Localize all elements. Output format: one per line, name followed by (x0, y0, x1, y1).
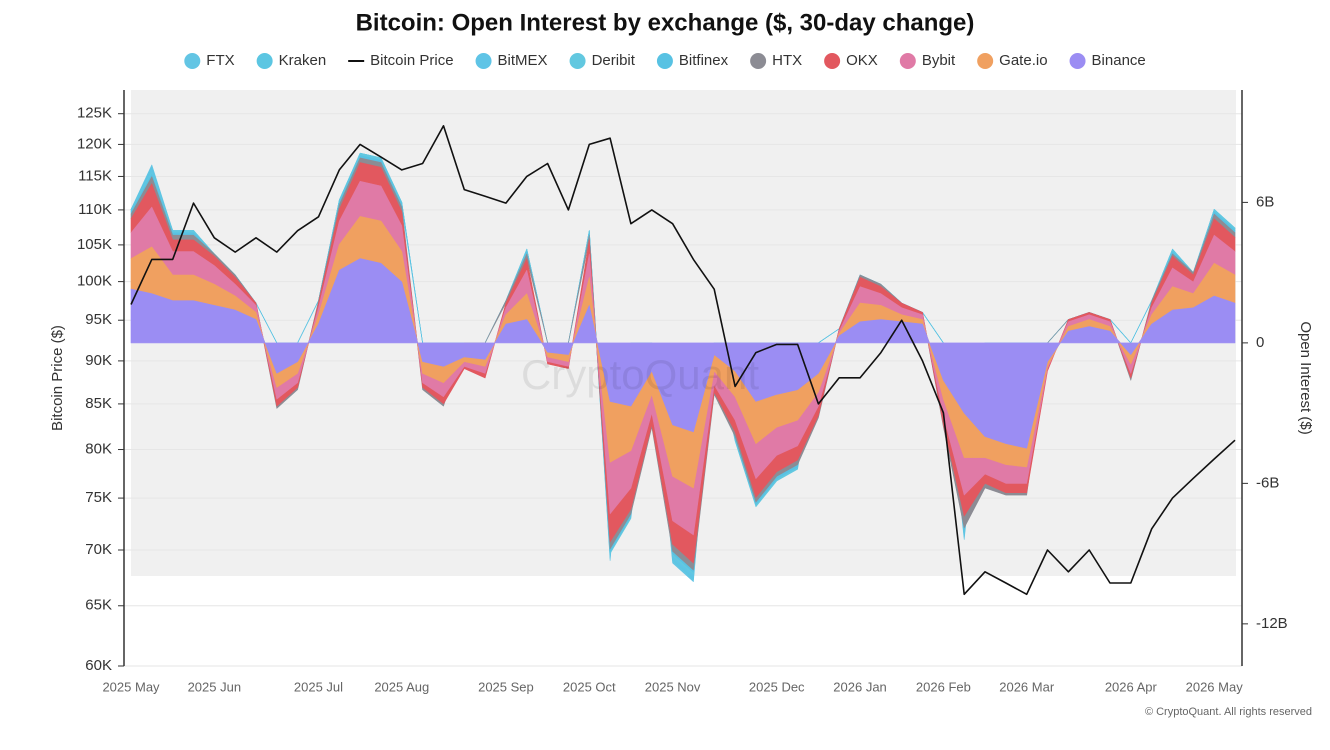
legend-item: FTX (184, 52, 235, 69)
y-axis-title: Bitcoin Price ($) (49, 325, 66, 431)
legend-marker (899, 53, 916, 69)
x-tick-label: 2025 Oct (563, 679, 616, 694)
y-tick-label: 105K (77, 236, 112, 253)
x-tick-label: 2025 Aug (374, 679, 429, 694)
y2-tick-label: -12B (1256, 615, 1288, 632)
y-tick-label: 125K (77, 105, 112, 122)
legend-label: Bitcoin Price (370, 52, 453, 69)
areas (130, 152, 1236, 582)
price-line (130, 125, 1236, 596)
y2-tick-label: 6B (1256, 193, 1274, 210)
chart-title: Bitcoin: Open Interest by exchange ($, 3… (356, 9, 975, 36)
legend-marker (569, 53, 586, 69)
legend-label: Binance (1092, 52, 1146, 69)
x-tick-label: 2025 May (102, 679, 160, 694)
legend-label: HTX (772, 52, 802, 69)
y2-tick-label: -6B (1256, 474, 1279, 491)
y-tick-label: 100K (77, 273, 112, 290)
y-tick-label: 90K (85, 352, 112, 369)
legend-item: HTX (750, 52, 802, 69)
legend-label: Deribit (592, 52, 636, 69)
y-tick-label: 70K (85, 541, 112, 558)
x-tick-label: 2025 Jul (294, 679, 343, 694)
legend-marker (824, 53, 841, 69)
legend-item: Bybit (899, 52, 956, 69)
x-tick-label: 2026 Jan (833, 679, 887, 694)
y-tick-label: 75K (85, 489, 112, 506)
legend-marker (184, 53, 201, 69)
legend-item: OKX (824, 52, 878, 69)
legend-marker (475, 53, 492, 69)
y-tick-label: 120K (77, 135, 112, 152)
x-tick-label: 2026 Apr (1105, 679, 1158, 694)
legend-marker (1069, 53, 1086, 69)
y-tick-label: 115K (78, 167, 112, 184)
legend-item: Binance (1069, 52, 1146, 69)
legend-marker (256, 53, 273, 69)
legend-marker (750, 53, 767, 69)
legend-marker (977, 53, 994, 69)
watermark: CryptoQuant (521, 351, 759, 398)
y-tick-label: 65K (85, 597, 112, 614)
area (130, 258, 1236, 449)
y-tick-label: 60K (85, 657, 112, 674)
y-tick-label: 110K (78, 201, 112, 218)
legend-label: FTX (206, 52, 234, 69)
legend-label: Kraken (279, 52, 327, 69)
legend-label: Bybit (922, 52, 956, 69)
y2-axis-title: Open Interest ($) (1297, 321, 1314, 434)
legend-marker (656, 53, 673, 69)
axes: 60K 65K 70K 75K 80K 85K 90K 95K 100K 105K 110K 115K… (77, 105, 1288, 695)
legend-item: Gate.io (977, 52, 1048, 69)
legend-item: Kraken (256, 52, 327, 69)
x-tick-label: 2026 Feb (916, 679, 971, 694)
legend-item: Bitcoin Price (348, 52, 454, 69)
legend-label: Bitfinex (679, 52, 729, 69)
legend-label: BitMEX (498, 52, 548, 69)
source-note: © CryptoQuant. All rights reserved (1145, 706, 1312, 718)
lines (130, 125, 1236, 596)
x-tick-label: 2026 May (1186, 679, 1244, 694)
y-tick-label: 95K (85, 311, 112, 328)
legend-item: Deribit (569, 52, 636, 69)
y-tick-label: 85K (85, 395, 112, 412)
legend-item: BitMEX (475, 52, 548, 69)
x-tick-label: 2026 Mar (999, 679, 1055, 694)
x-tick-label: 2025 Dec (749, 679, 805, 694)
legend-item: Bitfinex (656, 52, 729, 69)
x-tick-label: 2025 Sep (478, 679, 534, 694)
x-tick-label: 2025 Nov (645, 679, 701, 694)
y-tick-label: 80K (85, 440, 112, 457)
y2-tick-label: 0 (1256, 334, 1264, 351)
legend-label: Gate.io (999, 52, 1047, 69)
legend: FTX Kraken Bitcoin Price BitMEX Deribit Bitfi… (184, 52, 1146, 69)
x-tick-label: 2025 Jun (188, 679, 242, 694)
legend-label: OKX (846, 52, 878, 69)
